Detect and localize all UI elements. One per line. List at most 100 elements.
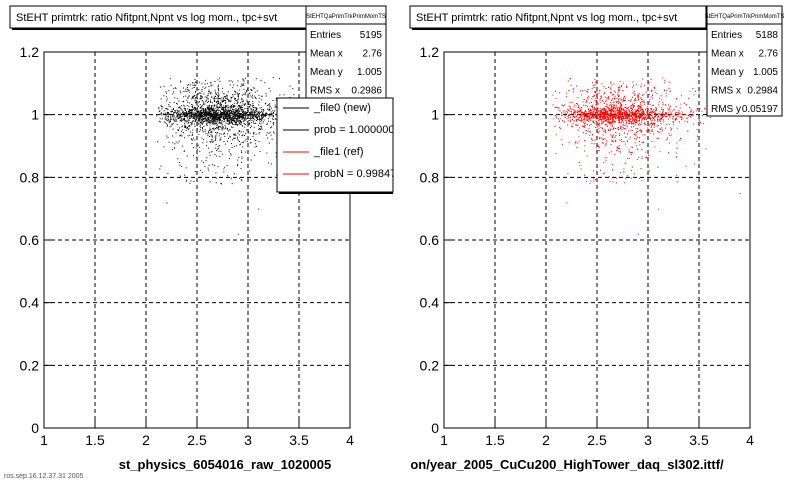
data-point [630, 154, 632, 156]
data-point [223, 115, 225, 117]
data-point [684, 120, 686, 122]
data-point [206, 99, 207, 101]
data-point [178, 100, 180, 102]
data-point [575, 105, 577, 107]
data-point [582, 111, 584, 113]
data-point [259, 119, 261, 121]
data-point [233, 116, 235, 118]
data-point [248, 113, 250, 115]
data-point [208, 114, 209, 116]
data-point [218, 126, 220, 128]
data-point [226, 106, 228, 107]
data-point [217, 146, 219, 148]
data-point [161, 112, 162, 114]
data-point [571, 101, 573, 103]
data-point [576, 103, 577, 104]
data-point [188, 127, 190, 129]
data-point [584, 125, 586, 127]
data-point [584, 140, 586, 142]
data-point [227, 123, 229, 125]
data-point [223, 105, 225, 107]
data-point [289, 85, 291, 87]
data-point [223, 111, 225, 113]
data-point [617, 91, 619, 93]
data-point [639, 120, 640, 122]
data-point [258, 101, 260, 103]
stats-header: StEHTQaPrimTrkPrimMomTS [705, 14, 785, 20]
data-point [177, 158, 179, 160]
data-point [589, 118, 591, 120]
data-point [570, 121, 571, 123]
data-point [233, 105, 235, 107]
data-point [611, 105, 613, 107]
data-point [228, 109, 230, 111]
data-point [609, 129, 611, 131]
data-point [599, 90, 601, 92]
data-point [193, 111, 195, 113]
data-point [595, 109, 597, 111]
data-point [240, 117, 242, 119]
x-tick-label: 2 [142, 432, 150, 448]
data-point [162, 113, 164, 115]
data-point [651, 128, 653, 130]
data-point [265, 102, 266, 104]
data-point [680, 116, 682, 118]
data-point [696, 140, 698, 142]
data-point [239, 177, 240, 179]
data-point [613, 107, 615, 109]
data-point [185, 121, 187, 123]
data-point [597, 126, 599, 128]
data-point [218, 90, 220, 91]
data-point [641, 158, 643, 160]
data-point [598, 128, 600, 130]
data-point [631, 113, 633, 115]
data-point [602, 112, 604, 114]
data-point [205, 118, 207, 120]
data-point [223, 118, 225, 120]
data-point [604, 96, 606, 98]
data-point [559, 126, 561, 128]
data-point [257, 119, 259, 121]
data-point [242, 106, 244, 108]
data-point [202, 123, 204, 125]
data-point [669, 116, 671, 118]
data-point [180, 116, 182, 118]
data-point [596, 81, 598, 83]
data-point [603, 112, 605, 114]
data-point [226, 111, 227, 113]
data-point [174, 120, 176, 122]
data-point [194, 139, 196, 141]
data-point [193, 180, 195, 182]
data-point [221, 113, 223, 115]
data-point [658, 101, 660, 103]
data-point [210, 111, 211, 113]
data-point [593, 178, 595, 180]
data-point [197, 116, 199, 118]
data-point [686, 117, 688, 119]
data-point [234, 97, 236, 99]
data-point [618, 90, 620, 91]
data-point [248, 106, 250, 108]
data-point [230, 118, 232, 120]
data-point [635, 117, 636, 119]
data-point [231, 117, 233, 118]
data-point [614, 115, 616, 117]
data-point [663, 115, 665, 117]
data-point [668, 134, 670, 136]
data-point [615, 116, 617, 118]
data-point [607, 121, 609, 123]
data-point [237, 113, 238, 115]
data-point [632, 118, 634, 120]
data-point [187, 113, 189, 115]
data-point [268, 108, 270, 110]
data-point [696, 128, 698, 130]
data-point [569, 78, 571, 80]
data-point [614, 121, 616, 123]
data-point [183, 118, 185, 120]
data-point [201, 96, 203, 98]
data-point [591, 112, 593, 114]
data-point [218, 88, 219, 90]
data-point [618, 108, 620, 110]
data-point [253, 87, 254, 89]
data-point [234, 98, 236, 100]
